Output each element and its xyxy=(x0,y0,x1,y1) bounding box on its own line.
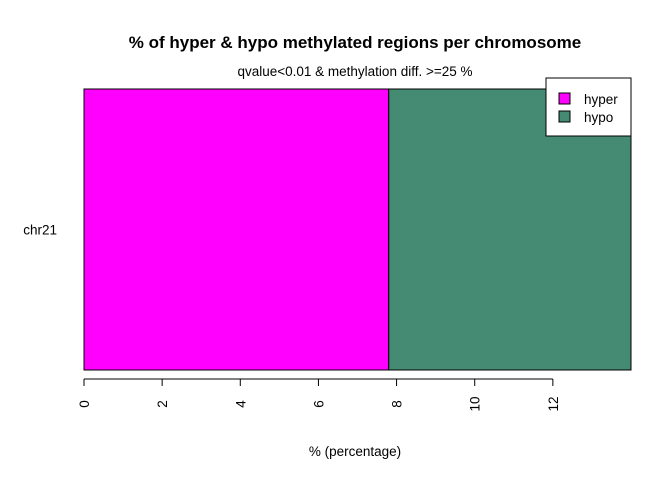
x-tick-label: 10 xyxy=(468,396,483,411)
x-tick-label: 2 xyxy=(155,400,170,408)
legend-swatch-hyper xyxy=(558,92,571,105)
x-tick-label: 4 xyxy=(233,400,248,408)
legend: hyper hypo xyxy=(545,77,632,137)
y-axis: chr21 xyxy=(23,223,57,238)
y-tick-label: chr21 xyxy=(23,223,57,238)
legend-swatch-hypo xyxy=(558,110,571,123)
legend-label-hypo: hypo xyxy=(584,110,613,125)
legend-box xyxy=(545,77,632,137)
chart-title: % of hyper & hypo methylated regions per… xyxy=(129,33,581,52)
x-tick-label: 6 xyxy=(311,400,326,408)
bar-hyper-chr21 xyxy=(83,88,390,371)
x-tick-label: 12 xyxy=(546,396,561,411)
x-axis: 0 2 4 6 8 10 12 xyxy=(77,378,561,412)
x-tick-label: 8 xyxy=(390,400,405,408)
x-tick-label: 0 xyxy=(77,400,92,408)
x-axis-label: % (percentage) xyxy=(309,444,401,459)
legend-label-hyper: hyper xyxy=(584,92,618,107)
chart-subtitle: qvalue<0.01 & methylation diff. >=25 % xyxy=(237,64,472,79)
